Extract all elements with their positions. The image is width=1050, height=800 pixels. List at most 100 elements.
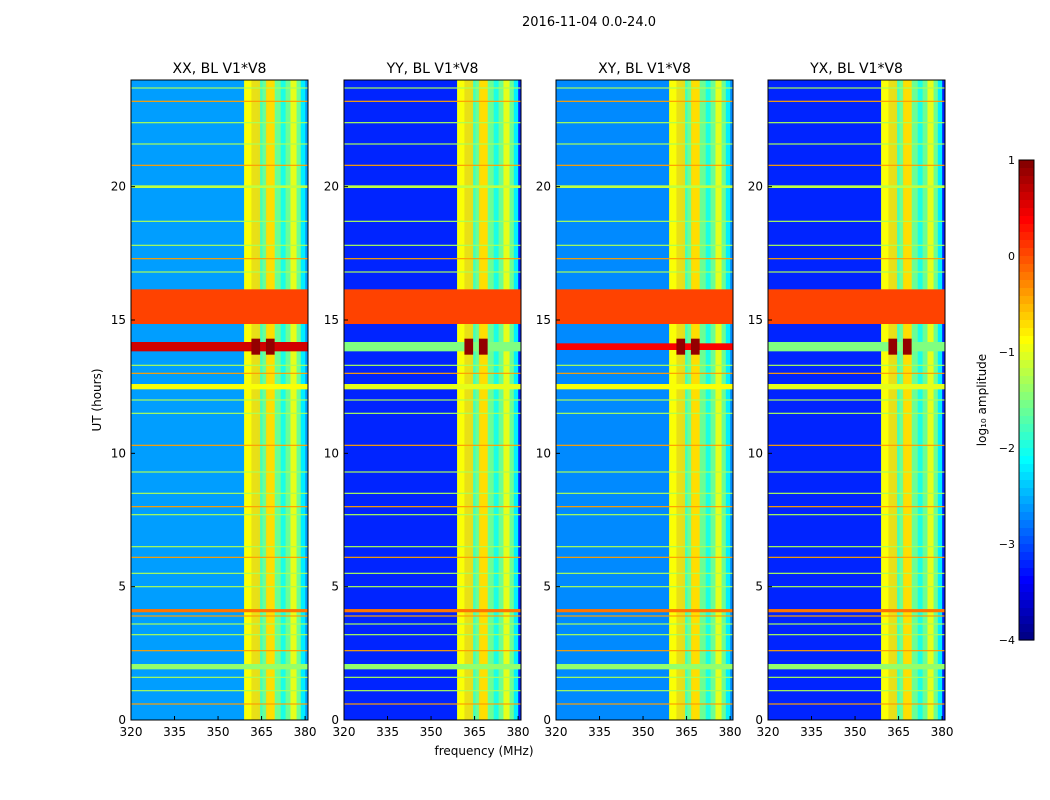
colorbar-segment	[1019, 384, 1034, 393]
rfi-line	[556, 364, 733, 366]
rfi-line	[344, 244, 521, 246]
hot-spot	[888, 338, 898, 355]
rfi-line	[556, 615, 733, 617]
colorbar-tick-label: −2	[999, 442, 1015, 455]
rfi-line	[131, 372, 308, 374]
rfi-line	[556, 634, 733, 636]
rfi-line	[556, 690, 733, 692]
broadband-rfi	[556, 384, 733, 390]
panel-2: YY, BL V1*V8 320 335 350 365 380 0 5 10 15 20	[324, 61, 530, 739]
broadband-rfi	[768, 384, 945, 390]
rfi-line	[556, 492, 733, 494]
colorbar-segment	[1019, 432, 1034, 441]
rfi-line	[768, 506, 945, 508]
rfi-line	[556, 100, 733, 102]
colorbar-tick-label: 0	[1008, 250, 1015, 263]
broadband-rfi	[768, 664, 945, 670]
rfi-line	[768, 514, 945, 516]
rfi-line	[768, 122, 945, 124]
y-tick-label: 0	[755, 713, 763, 727]
x-tick-label: 365	[887, 725, 910, 739]
colorbar-segment	[1019, 632, 1034, 641]
rfi-line	[768, 634, 945, 636]
broadband-rfi	[131, 342, 308, 352]
rfi-line	[131, 100, 308, 102]
rfi-line	[556, 258, 733, 260]
rfi-line	[131, 623, 308, 625]
rfi-line	[768, 556, 945, 558]
broadband-rfi	[131, 609, 308, 613]
x-axis-label: frequency (MHz)	[434, 744, 533, 758]
colorbar-segment	[1019, 456, 1034, 465]
panel-title: YX, BL V1*V8	[809, 61, 903, 77]
colorbar-tick-label: −3	[999, 538, 1015, 551]
rfi-line	[131, 471, 308, 473]
y-tick-label: 20	[111, 180, 126, 194]
x-tick-label: 380	[931, 725, 954, 739]
rfi-line	[556, 164, 733, 166]
rfi-line	[556, 572, 733, 574]
rfi-line	[131, 650, 308, 652]
rfi-line	[556, 546, 733, 548]
y-tick-label: 5	[543, 580, 551, 594]
rfi-line	[344, 572, 521, 574]
rfi-line	[131, 506, 308, 508]
colorbar-segment	[1019, 184, 1034, 193]
colorbar-segment	[1019, 488, 1034, 497]
hot-spot	[265, 338, 275, 355]
y-tick-label: 0	[118, 713, 126, 727]
colorbar-segment	[1019, 600, 1034, 609]
rfi-line	[768, 372, 945, 374]
rfi-line	[768, 399, 945, 401]
hot-spot	[478, 338, 488, 355]
axes-frame	[343, 79, 522, 721]
panel-title: YY, BL V1*V8	[386, 61, 479, 77]
x-tick-label: 350	[207, 725, 230, 739]
rfi-line	[131, 220, 308, 222]
rfi-line	[556, 514, 733, 516]
x-tick-label: 365	[250, 725, 273, 739]
hot-spot	[690, 338, 700, 355]
colorbar-segment	[1019, 264, 1034, 273]
axes-frame	[555, 79, 734, 721]
colorbar-segment	[1019, 176, 1034, 185]
colorbar-segment	[1019, 216, 1034, 225]
rfi-line	[556, 220, 733, 222]
rfi-line	[131, 572, 308, 574]
rfi-line	[131, 676, 308, 678]
rfi-line	[768, 258, 945, 260]
rfi-line	[768, 650, 945, 652]
rfi-line	[556, 143, 733, 145]
y-tick-label: 5	[118, 580, 126, 594]
x-tick-label: 365	[463, 725, 486, 739]
rfi-line	[344, 514, 521, 516]
colorbar-segment	[1019, 472, 1034, 481]
rfi-line	[556, 271, 733, 273]
broadband-rfi	[344, 342, 521, 352]
rfi-line	[768, 412, 945, 414]
rfi-line	[768, 492, 945, 494]
rfi-line	[768, 572, 945, 574]
colorbar-segment	[1019, 272, 1034, 281]
rfi-line	[131, 143, 308, 145]
rfi-line	[344, 100, 521, 102]
rfi-line	[344, 492, 521, 494]
rfi-line	[131, 444, 308, 446]
rfi-line	[768, 615, 945, 617]
rfi-line	[768, 364, 945, 366]
broadband-rfi	[768, 289, 945, 324]
colorbar-segment	[1019, 624, 1034, 633]
colorbar-segment	[1019, 544, 1034, 553]
rfi-line	[556, 372, 733, 374]
rfi-line	[556, 244, 733, 246]
rfi-line	[344, 506, 521, 508]
colorbar-tick-label: 1	[1008, 154, 1015, 167]
colorbar-segment	[1019, 576, 1034, 585]
rfi-line	[556, 623, 733, 625]
colorbar-segment	[1019, 592, 1034, 601]
x-tick-label: 380	[294, 725, 317, 739]
rfi-line	[344, 143, 521, 145]
panel-1: XX, BL V1*V8 320 335 350 365 380 0 5 10 15 20	[111, 61, 317, 739]
rfi-line	[768, 546, 945, 548]
broadband-rfi	[344, 289, 521, 324]
